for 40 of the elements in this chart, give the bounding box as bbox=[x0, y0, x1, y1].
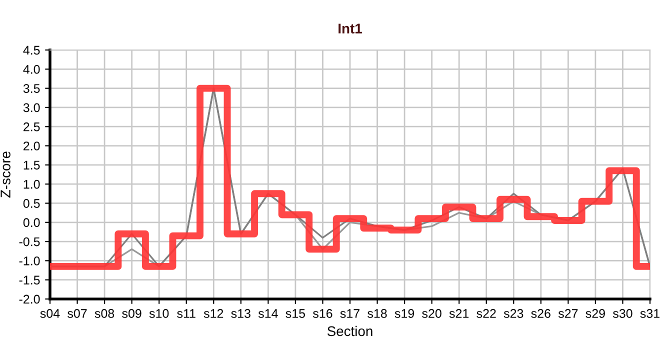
x-tick-label: s11 bbox=[177, 309, 196, 318]
x-tick-label: s07 bbox=[68, 309, 87, 318]
y-tick-label: 2.0 bbox=[24, 142, 40, 150]
x-tick-label: s08 bbox=[94, 309, 114, 318]
y-tick-label: 2.5 bbox=[24, 122, 40, 132]
x-tick-label: s30 bbox=[613, 309, 632, 318]
y-tick-label: 3.0 bbox=[23, 103, 40, 112]
y-tick-label: 1.5 bbox=[24, 160, 40, 170]
y-tick-label: 4.0 bbox=[23, 64, 40, 74]
x-tick-label: s13 bbox=[231, 309, 250, 318]
x-tick-label: s14 bbox=[258, 309, 278, 318]
y-tick-label: 0.5 bbox=[23, 199, 40, 208]
x-tick-label: s04 bbox=[40, 309, 60, 318]
x-tick-label: s27 bbox=[558, 309, 578, 318]
x-tick-label: s31 bbox=[640, 309, 660, 318]
x-tick-label: s22 bbox=[476, 309, 496, 318]
y-tick-label: -1.0 bbox=[19, 256, 40, 266]
x-tick-label: s26 bbox=[531, 309, 550, 318]
x-tick-label: s18 bbox=[368, 309, 387, 318]
x-tick-label: s15 bbox=[286, 309, 306, 318]
y-tick-label: -0.5 bbox=[19, 237, 40, 246]
x-tick-label: s23 bbox=[504, 309, 524, 318]
x-tick-label: s12 bbox=[204, 309, 224, 318]
y-tick-label: 4.5 bbox=[23, 46, 40, 55]
y-tick-label: 1.0 bbox=[24, 180, 40, 189]
y-axis-title: Z-score bbox=[0, 152, 10, 198]
y-tick-label: -1.5 bbox=[19, 276, 40, 284]
x-tick-label: s16 bbox=[313, 309, 332, 318]
y-tick-label: 3.5 bbox=[23, 84, 40, 93]
y-tick-label: 0.0 bbox=[23, 218, 40, 228]
x-axis-title: Section bbox=[327, 326, 372, 336]
chart-title: Int1 bbox=[338, 24, 362, 34]
x-tick-label: s20 bbox=[422, 309, 442, 318]
x-tick-label: s29 bbox=[586, 309, 605, 318]
x-tick-label: s19 bbox=[394, 309, 414, 318]
y-tick-label: -2.0 bbox=[19, 294, 40, 304]
x-tick-label: s21 bbox=[449, 309, 469, 318]
x-tick-label: s10 bbox=[149, 309, 169, 318]
x-tick-label: s09 bbox=[122, 309, 142, 318]
x-tick-label: s17 bbox=[340, 309, 360, 318]
